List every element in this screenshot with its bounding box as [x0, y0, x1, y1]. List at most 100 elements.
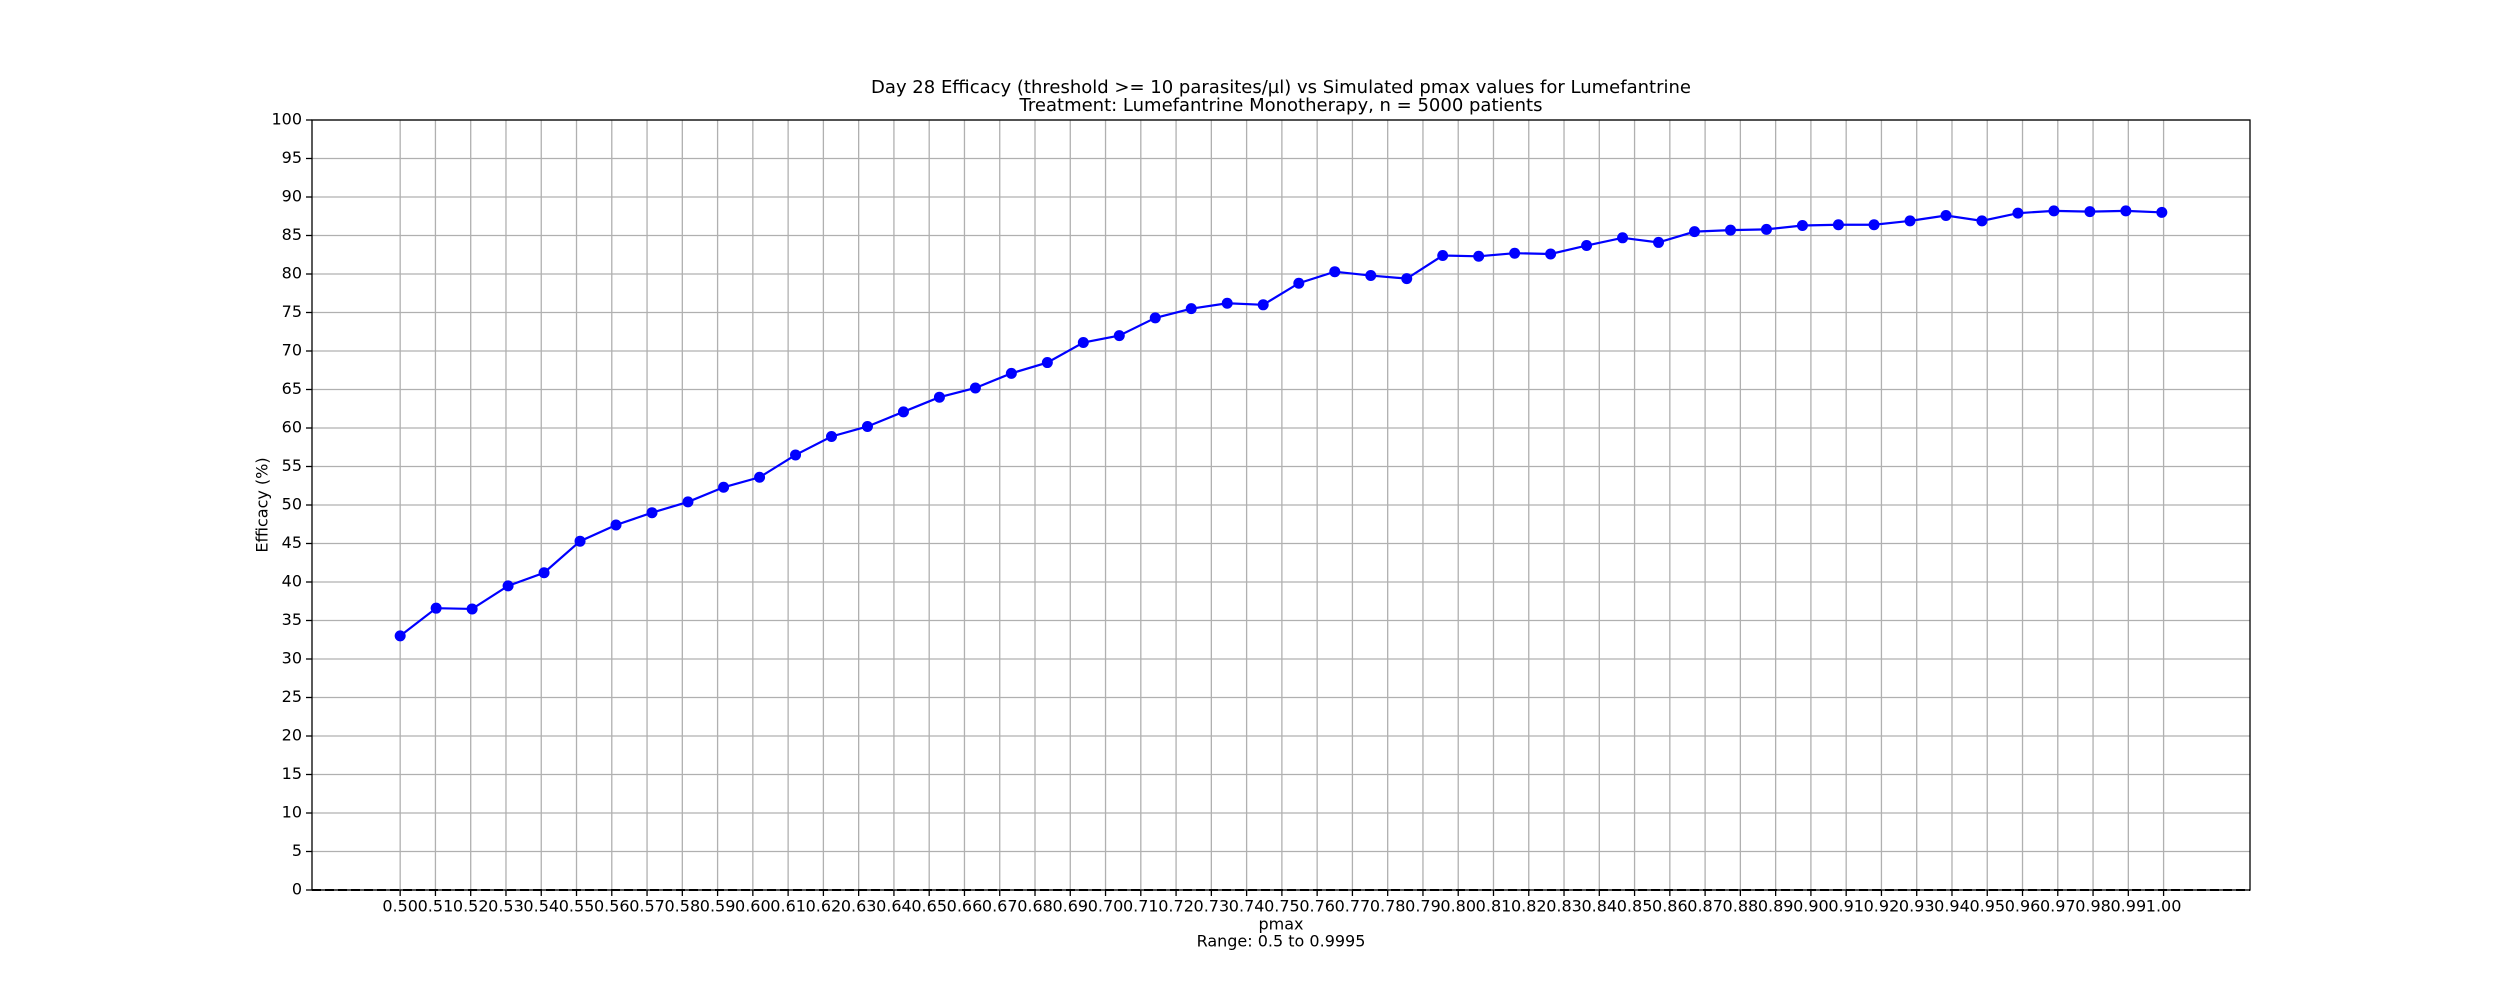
data-point — [2120, 205, 2132, 217]
x-tick-label: 0.53 — [488, 897, 524, 916]
x-tick-label: 0.68 — [1017, 897, 1053, 916]
data-point — [1653, 236, 1665, 248]
x-tick-label: 0.51 — [418, 897, 454, 916]
y-tick-label: 90 — [282, 187, 302, 206]
data-point — [790, 449, 802, 461]
data-point — [682, 496, 694, 508]
x-tick-label: 0.97 — [2040, 897, 2076, 916]
x-tick-label: 0.92 — [1864, 897, 1900, 916]
x-tick-label: 0.99 — [2111, 897, 2147, 916]
data-point — [826, 430, 838, 442]
y-tick-label: 60 — [282, 418, 302, 437]
x-tick-label: 0.90 — [1793, 897, 1829, 916]
x-tick-label: 0.64 — [876, 897, 912, 916]
data-point — [969, 382, 981, 394]
data-point — [1904, 215, 1916, 227]
data-point — [861, 420, 873, 432]
x-tick-label: 0.66 — [947, 897, 983, 916]
x-tick-label: 0.95 — [1969, 897, 2005, 916]
x-tick-label: 0.56 — [594, 897, 630, 916]
data-point — [1365, 270, 1377, 282]
data-point — [646, 507, 658, 519]
data-point — [1689, 226, 1701, 238]
x-tick-label: 0.79 — [1405, 897, 1441, 916]
data-point — [1041, 357, 1053, 369]
y-tick-label: 30 — [282, 649, 302, 668]
data-point — [430, 602, 442, 614]
x-tick-label: 0.75 — [1264, 897, 1300, 916]
y-tick-label: 75 — [282, 302, 302, 321]
data-point — [1796, 219, 1808, 231]
y-tick-label: 20 — [282, 726, 302, 745]
data-point — [538, 567, 550, 579]
y-tick-label: 95 — [282, 148, 302, 167]
x-tick-label: 1.00 — [2146, 897, 2182, 916]
x-tick-label: 0.94 — [1934, 897, 1970, 916]
y-tick-label: 10 — [282, 803, 302, 822]
data-point — [1185, 303, 1197, 315]
x-tick-label: 0.91 — [1828, 897, 1864, 916]
data-point — [1257, 299, 1269, 311]
data-point — [897, 406, 909, 418]
data-point — [1617, 232, 1629, 244]
data-point — [1581, 240, 1593, 252]
x-tick-label: 0.82 — [1511, 897, 1547, 916]
y-tick-label: 40 — [282, 572, 302, 591]
y-tick-label: 65 — [282, 379, 302, 398]
x-tick-label: 0.67 — [982, 897, 1018, 916]
data-point — [1077, 337, 1089, 349]
x-tick-label: 0.55 — [559, 897, 595, 916]
data-point — [1940, 209, 1952, 221]
x-tick-label: 0.96 — [2005, 897, 2041, 916]
y-tick-label: 80 — [282, 264, 302, 283]
data-point — [1760, 223, 1772, 235]
data-point — [1437, 250, 1449, 262]
y-tick-label: 25 — [282, 687, 302, 706]
data-point — [610, 519, 622, 531]
data-point — [2156, 206, 2168, 218]
x-tick-label: 0.74 — [1229, 897, 1265, 916]
x-tick-label: 0.63 — [841, 897, 877, 916]
data-point — [574, 535, 586, 547]
x-tick-label: 0.86 — [1652, 897, 1688, 916]
data-point — [1113, 330, 1125, 342]
data-point — [1509, 247, 1521, 259]
data-point — [754, 471, 766, 483]
x-tick-label: 0.70 — [1088, 897, 1124, 916]
x-tick-label: 0.83 — [1546, 897, 1582, 916]
x-tick-label: 0.62 — [806, 897, 842, 916]
data-point — [933, 391, 945, 403]
y-tick-label: 45 — [282, 533, 302, 552]
x-tick-label: 0.72 — [1158, 897, 1194, 916]
x-tick-label: 0.76 — [1299, 897, 1335, 916]
x-tick-label: 0.58 — [665, 897, 701, 916]
y-tick-label: 55 — [282, 456, 302, 475]
data-point — [1545, 248, 1557, 260]
x-tick-label: 0.50 — [382, 897, 418, 916]
x-tick-label: 0.85 — [1617, 897, 1653, 916]
data-line — [399, 209, 2162, 637]
data-point — [1976, 215, 1988, 227]
data-point — [1832, 219, 1844, 231]
x-axis-note: Range: 0.5 to 0.9995 — [1197, 932, 1366, 951]
data-point — [394, 630, 406, 642]
x-tick-label: 0.52 — [453, 897, 489, 916]
data-point — [1473, 250, 1485, 262]
y-tick-label: 35 — [282, 610, 302, 629]
x-tick-label: 0.84 — [1581, 897, 1617, 916]
y-tick-label: 0 — [292, 880, 302, 899]
x-tick-label: 0.54 — [523, 897, 559, 916]
x-tick-label: 0.80 — [1440, 897, 1476, 916]
y-tick-label: 50 — [282, 495, 302, 514]
x-tick-label: 0.65 — [911, 897, 947, 916]
x-tick-label: 0.71 — [1123, 897, 1159, 916]
x-tick-label: 0.81 — [1476, 897, 1512, 916]
data-point — [1221, 297, 1233, 309]
data-point — [502, 580, 514, 592]
data-point — [1868, 219, 1880, 231]
chart-subtitle: Treatment: Lumefantrine Monotherapy, n =… — [1019, 95, 1543, 116]
x-tick-label: 0.78 — [1370, 897, 1406, 916]
y-axis-label: Efficacy (%) — [253, 457, 272, 552]
data-point — [1005, 367, 1017, 379]
plot-frame — [311, 119, 2251, 891]
